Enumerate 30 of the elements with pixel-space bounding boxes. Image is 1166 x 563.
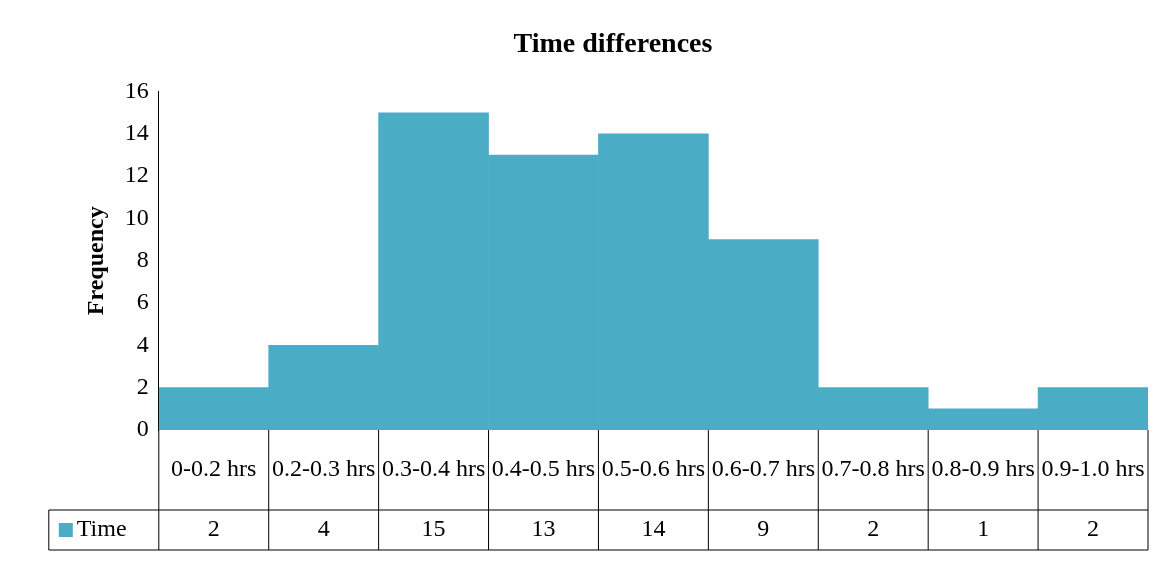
x-tick-label: 0.5-0.6 hrs xyxy=(601,455,706,482)
y-tick-label: 12 xyxy=(124,161,149,188)
y-tick-label: 0 xyxy=(136,415,149,442)
data-label: 14 xyxy=(641,515,666,542)
y-tick-label: 14 xyxy=(124,119,149,146)
x-tick-label: 0.7-0.8 hrs xyxy=(821,455,925,482)
y-axis-title: Frequency xyxy=(81,206,108,316)
chart-title: Time differences xyxy=(513,27,713,59)
data-label: 9 xyxy=(757,515,770,542)
legend-label: Time xyxy=(76,515,127,542)
data-label: 2 xyxy=(867,515,880,542)
y-tick-label: 10 xyxy=(124,203,149,230)
y-tick-label: 16 xyxy=(124,76,149,103)
x-tick-label: 0.9-1.0 hrs xyxy=(1041,455,1145,482)
x-tick-label: 0.3-0.4 hrs xyxy=(381,455,486,482)
data-label: 4 xyxy=(317,515,330,542)
x-tick-label: 0.2-0.3 hrs xyxy=(272,455,376,482)
y-tick-label: 6 xyxy=(136,288,149,315)
data-label: 2 xyxy=(1087,515,1100,542)
x-tick-label: 0.8-0.9 hrs xyxy=(931,455,1035,482)
y-tick-label: 2 xyxy=(136,373,149,399)
x-tick-label: 0.6-0.7 hrs xyxy=(711,455,815,482)
y-tick-label: 8 xyxy=(136,246,149,273)
data-label: 13 xyxy=(531,515,556,542)
data-label: 2 xyxy=(207,515,220,542)
data-label: 15 xyxy=(421,515,446,542)
x-tick-label: 0-0.2 hrs xyxy=(171,455,257,482)
data-label: 1 xyxy=(977,515,990,542)
x-tick-label: 0.4-0.5 hrs xyxy=(491,455,596,482)
y-tick-label: 4 xyxy=(136,330,149,357)
